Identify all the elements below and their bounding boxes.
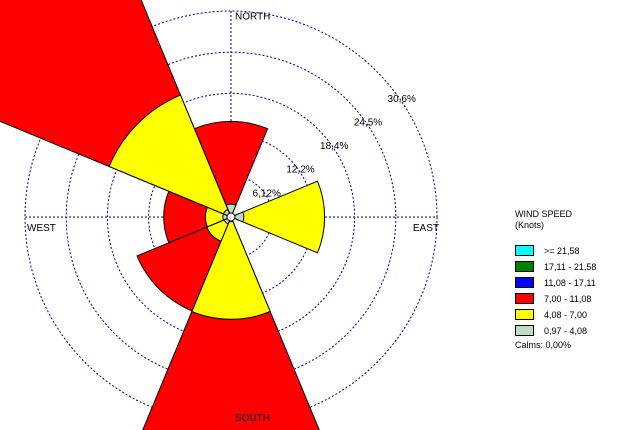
legend-item: 11,08 - 17,11	[515, 276, 620, 292]
legend-item: 17,11 - 21,58	[515, 260, 620, 276]
legend-title-line2: (Knots)	[515, 220, 545, 230]
legend-swatch	[515, 325, 534, 336]
ring-label-5: 30,6%	[388, 94, 416, 105]
ring-5	[24, 10, 438, 424]
legend-item: >= 21,58	[515, 244, 620, 260]
calms-label: Calms: 0,00%	[515, 340, 572, 350]
legend-swatch	[515, 277, 534, 288]
direction-label-west: WEST	[27, 223, 56, 234]
ring-label-3: 18,4%	[320, 141, 348, 152]
legend-item: 4,08 - 7,00	[515, 308, 620, 324]
petal-90-class-5	[229, 211, 245, 223]
legend-items: >= 21,58 17,11 - 21,58 11,08 - 17,11 7,00 -…	[515, 244, 620, 340]
legend-swatch	[515, 245, 534, 256]
legend-swatch	[515, 309, 534, 320]
center-calm-circle	[226, 212, 236, 222]
legend-item: 7,00 - 11,08	[515, 292, 620, 308]
legend-label: 4,08 - 7,00	[544, 310, 588, 320]
petal-0-class-3	[193, 120, 269, 219]
direction-label-north: NORTH	[235, 11, 270, 22]
legend-label: 0,97 - 4,08	[544, 326, 588, 336]
legend-title-line1: WIND SPEED	[515, 209, 573, 219]
ring-label-1: 6,12%	[253, 188, 281, 199]
legend-label: 17,11 - 21,58	[544, 262, 597, 272]
petal-180-class-4	[191, 215, 271, 320]
legend-label: 7,00 - 11,08	[544, 294, 592, 304]
petal-225-class-3	[136, 216, 232, 312]
ring-label-4: 24,5%	[354, 118, 382, 129]
legend-label: 11,08 - 17,11	[544, 278, 596, 288]
petal-180-class-3	[142, 215, 320, 430]
petal-90-class-4	[229, 180, 326, 254]
petal-315-class-4	[108, 94, 232, 218]
legend-label: >= 21,58	[544, 246, 580, 256]
legend: WIND SPEED (Knots) >= 21,58 17,11 - 21,58…	[515, 209, 620, 350]
legend-item: 0,97 - 4,08	[515, 324, 620, 340]
legend-swatch	[515, 261, 534, 272]
direction-label-south: SOUTH	[235, 413, 270, 424]
direction-label-east: EAST	[413, 223, 439, 234]
legend-swatch	[515, 293, 534, 304]
ring-label-2: 12,2%	[286, 165, 314, 176]
